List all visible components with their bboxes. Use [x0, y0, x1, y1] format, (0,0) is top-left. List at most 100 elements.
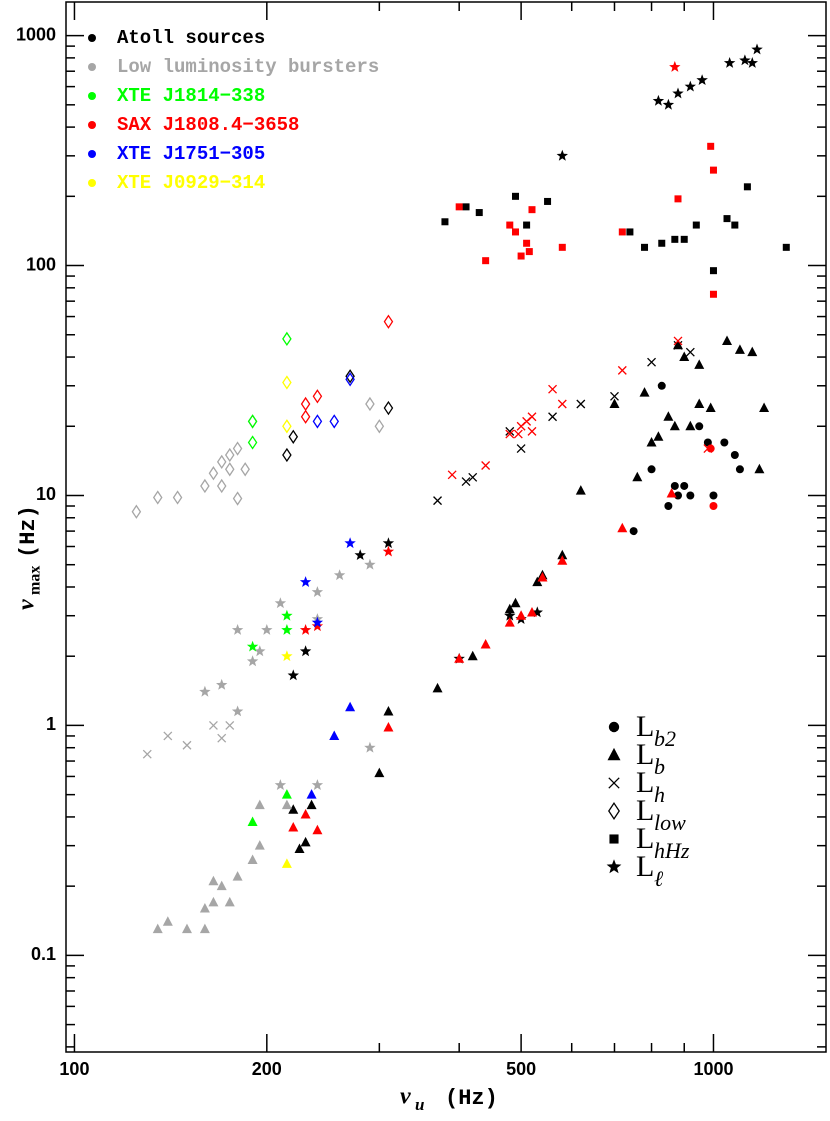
point [152, 923, 163, 934]
point [513, 429, 523, 439]
marker-legend-symbol [608, 721, 620, 733]
x-label-symbol: ν [400, 1084, 411, 1110]
point [432, 682, 443, 693]
point [364, 741, 376, 753]
point [281, 858, 292, 868]
point [743, 183, 751, 191]
point [528, 206, 536, 214]
point [480, 638, 491, 649]
point [504, 603, 515, 614]
point [723, 215, 731, 223]
point [299, 645, 312, 657]
point [686, 491, 695, 500]
point [516, 444, 526, 454]
point [694, 398, 705, 408]
point [216, 678, 228, 690]
point [152, 490, 163, 505]
point [523, 221, 531, 229]
point [199, 685, 211, 697]
point [231, 705, 244, 717]
point [281, 624, 293, 635]
y-label-unit: (Hz) [16, 505, 41, 558]
point [383, 400, 394, 416]
legend-swatch [88, 63, 96, 71]
point [626, 228, 634, 236]
marker-legend-symbol [608, 777, 620, 789]
point [311, 779, 324, 790]
y-tick-label: 1000 [16, 24, 56, 44]
point [576, 399, 586, 409]
point [709, 290, 717, 298]
point [329, 730, 340, 740]
point [288, 821, 299, 832]
point [216, 478, 227, 494]
point [306, 789, 317, 799]
point [344, 537, 356, 549]
point [382, 537, 395, 549]
point [299, 624, 312, 635]
marker-legend-label: L [636, 822, 654, 855]
point [679, 351, 690, 362]
point [526, 606, 537, 617]
point [504, 609, 516, 621]
point [329, 414, 340, 429]
point [345, 372, 355, 387]
point [374, 419, 385, 434]
point [281, 799, 292, 810]
point [629, 527, 638, 536]
point [709, 491, 718, 500]
point [345, 701, 356, 712]
point [575, 485, 586, 495]
point [510, 597, 521, 608]
point [282, 447, 292, 463]
point [482, 257, 490, 265]
point [723, 57, 736, 68]
point [666, 488, 677, 498]
point [673, 336, 683, 346]
point [617, 365, 627, 375]
point [705, 402, 716, 413]
point [345, 369, 355, 384]
point [311, 620, 324, 632]
point [754, 463, 765, 474]
point [516, 610, 527, 620]
point [208, 896, 219, 907]
point [382, 545, 395, 557]
legend-swatch [88, 121, 96, 129]
point [261, 624, 273, 635]
point [224, 447, 235, 463]
point [131, 504, 142, 519]
point [680, 235, 688, 243]
marker-legend-sub: b [654, 754, 665, 779]
point [558, 243, 566, 251]
point [287, 669, 299, 681]
point [454, 653, 465, 663]
point [274, 597, 287, 609]
x-label-sub: u [415, 1095, 424, 1114]
point [182, 740, 192, 750]
point [670, 481, 679, 490]
marker-legend-label: L [636, 710, 654, 743]
point [684, 80, 696, 92]
point [240, 462, 250, 477]
point [646, 436, 657, 447]
point [299, 576, 312, 587]
point [759, 402, 770, 413]
point [172, 490, 183, 505]
point [282, 419, 292, 434]
marker-legend-sub: h [654, 782, 665, 807]
legend-label: Atoll sources [117, 27, 265, 49]
point [527, 412, 537, 422]
point [312, 389, 323, 404]
point [647, 357, 657, 367]
point [365, 396, 375, 412]
point [300, 409, 311, 424]
point [658, 239, 666, 247]
marker-legend-label: L [636, 794, 654, 827]
y-tick-label: 1 [46, 714, 56, 734]
point [282, 375, 292, 390]
point [548, 412, 558, 422]
point [548, 384, 558, 394]
x-axis-label: ν u (Hz) [400, 1084, 498, 1114]
